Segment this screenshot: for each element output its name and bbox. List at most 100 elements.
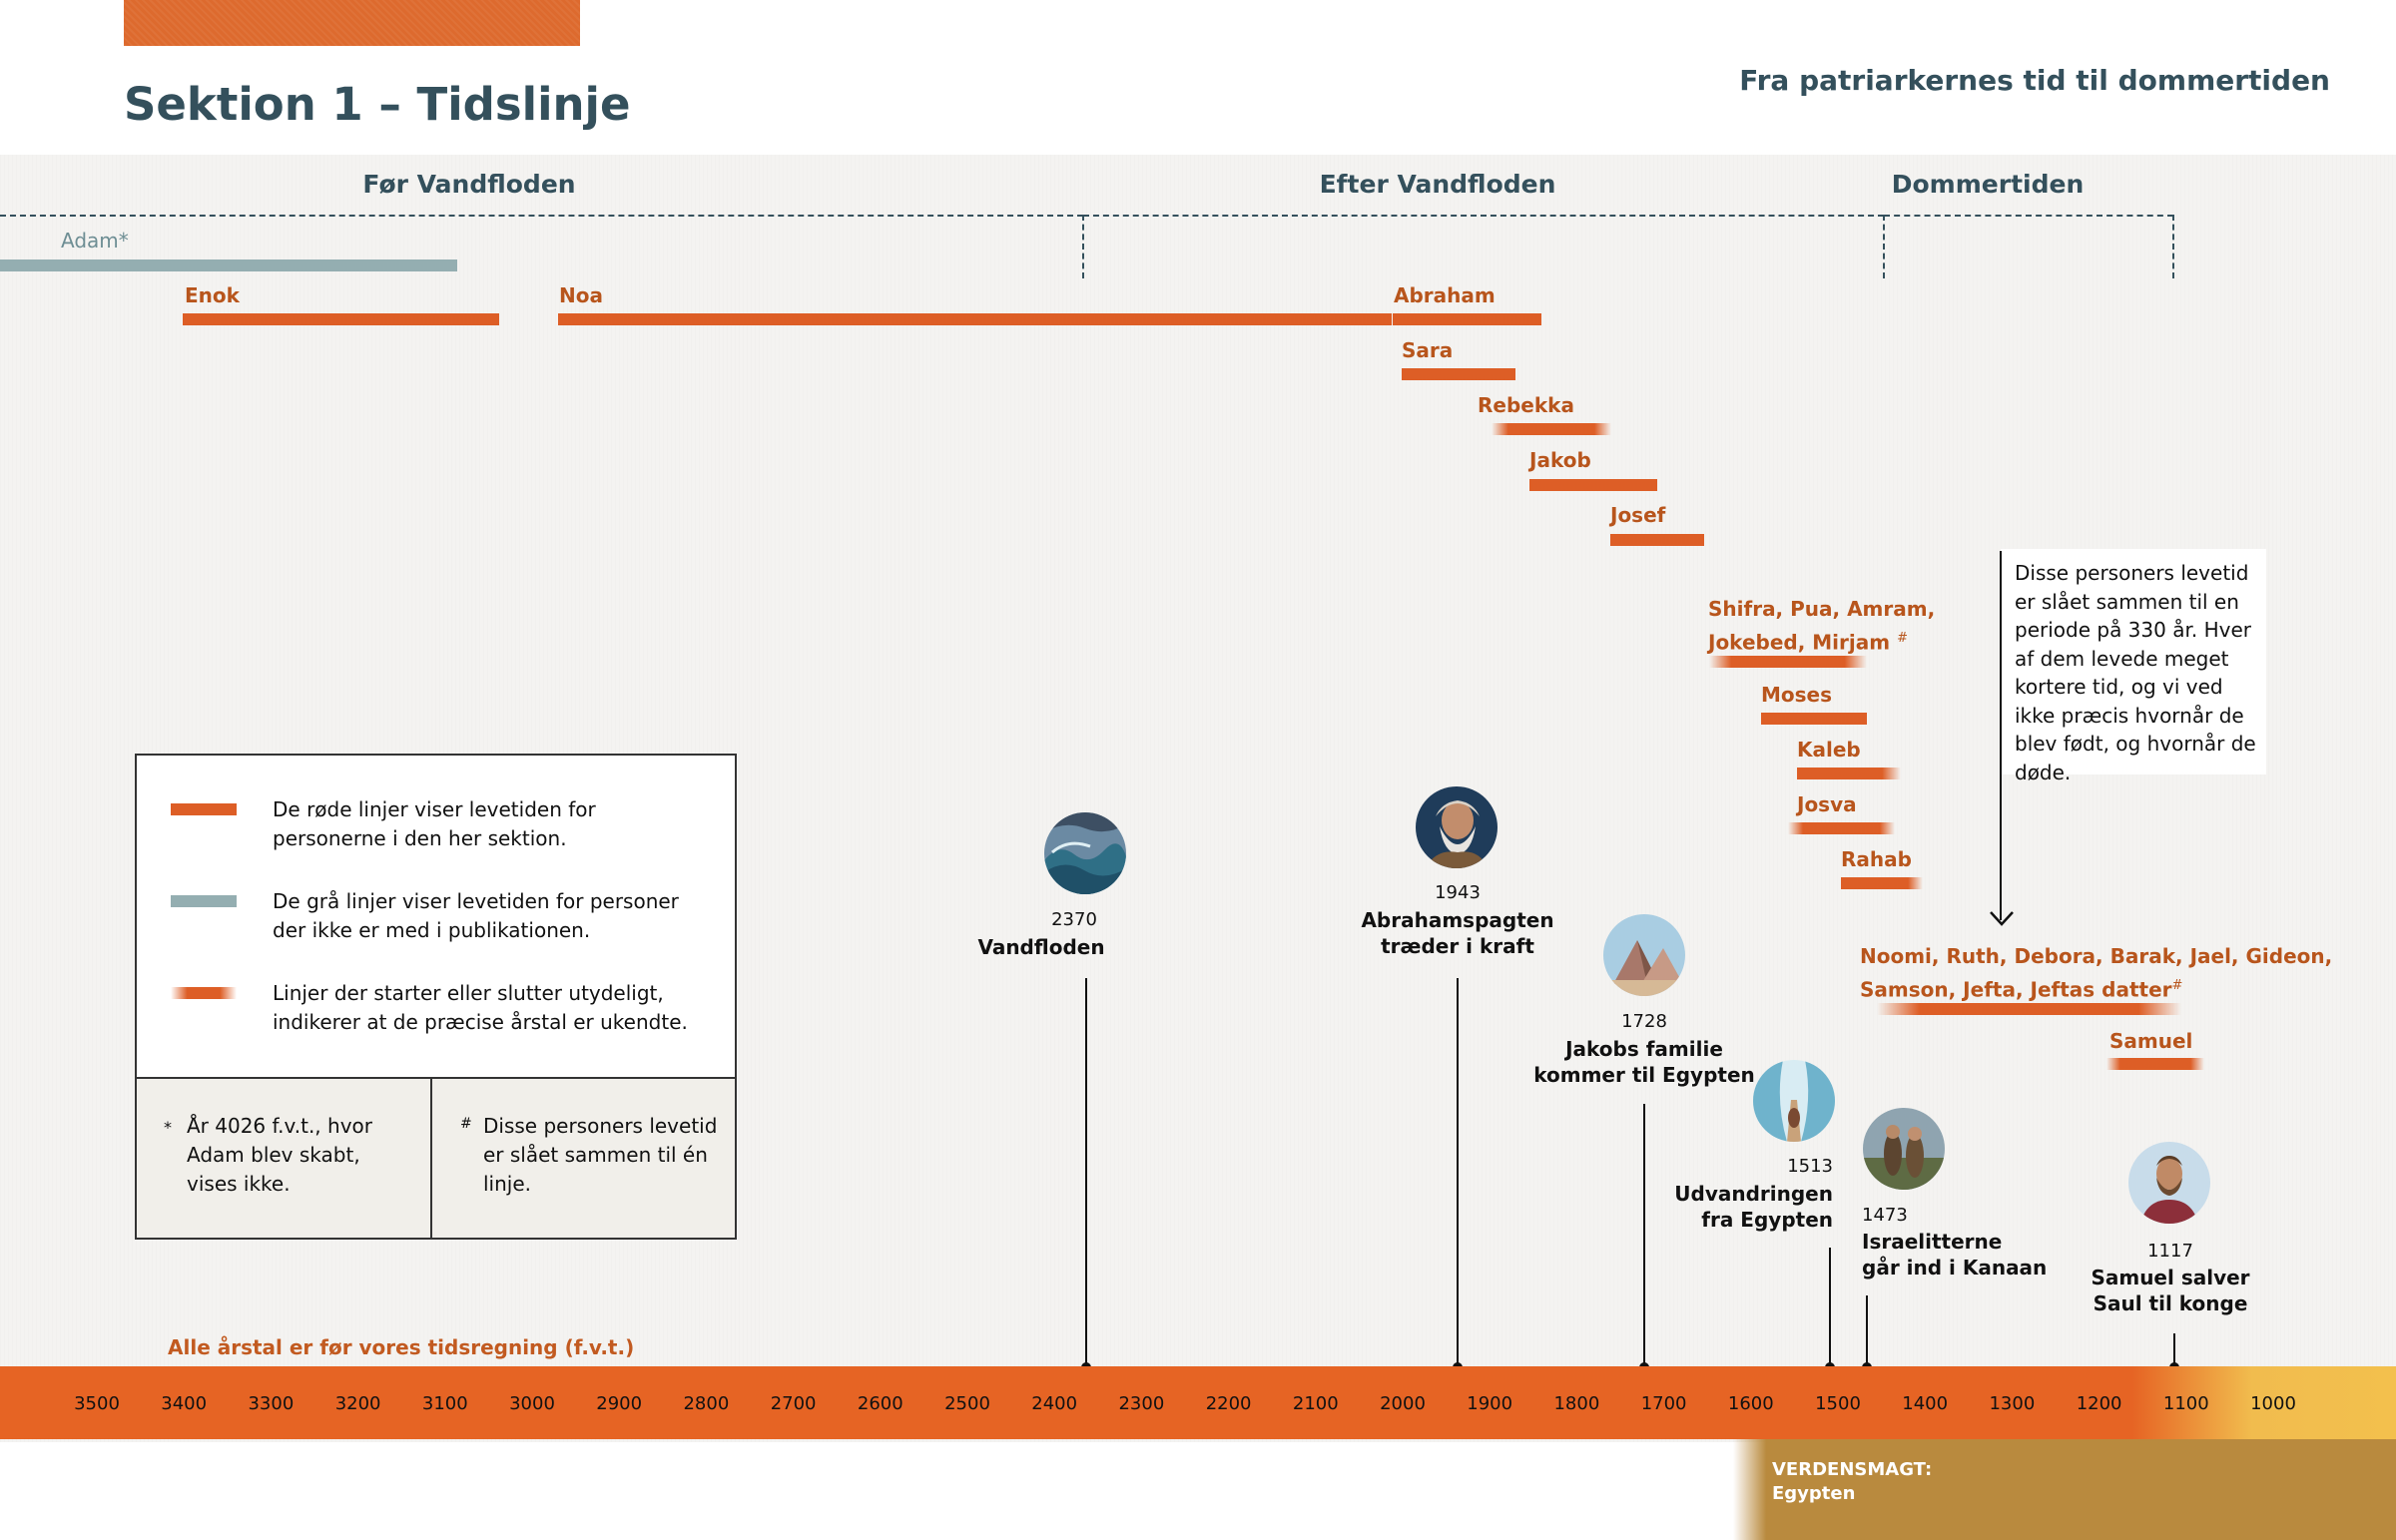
note-mark-hash: #: [460, 1116, 472, 1132]
event-label-enter-canaan-1: Israelitterne: [1862, 1230, 2003, 1254]
note-text-adam: År 4026 f.v.t., hvor Adam blev skabt, vi…: [187, 1114, 372, 1196]
event-line-flood: [1085, 978, 1087, 1367]
axis-tick-label: 3100: [421, 1393, 468, 1414]
note-text-combined: Disse personers levetid er slået sammen …: [483, 1114, 718, 1196]
legend-swatch-red: [171, 803, 237, 815]
axis-tick-label: 2200: [1205, 1393, 1252, 1414]
person-label-noa: Noa: [559, 283, 603, 307]
axis-tick-label: 2000: [1380, 1393, 1426, 1414]
event-label-jacob-to-egypt-1: Jakobs familie: [1565, 1037, 1723, 1061]
axis-tick-label: 3200: [334, 1393, 381, 1414]
axis-tick-label: 3400: [161, 1393, 208, 1414]
spies-icon: [1863, 1108, 1945, 1190]
event-label-saul-anointed-2: Saul til konge: [2093, 1291, 2248, 1315]
axis-tick-label: 2800: [683, 1393, 730, 1414]
event-label-flood: Vandfloden: [977, 935, 1105, 959]
combined-lifespan-mark: #: [2171, 978, 2183, 993]
legend-notes-panel: [135, 1077, 737, 1240]
axis-tick-label: 1800: [1553, 1393, 1600, 1414]
world-power-band: [1733, 1439, 2396, 1540]
lifespan-bar-judges-group: [1877, 1003, 2181, 1015]
axis-tick-label: 2400: [1031, 1393, 1078, 1414]
axis-tick-label: 2700: [770, 1393, 817, 1414]
axis-tick-label: 1900: [1467, 1393, 1513, 1414]
legend-swatch-fade: [171, 987, 237, 999]
bce-note: Alle årstal er før vores tidsregning (f.…: [168, 1335, 635, 1359]
person-label-shifra-group-1: Shifra, Pua, Amram,: [1708, 597, 1936, 621]
era-bracket-before-flood: [0, 215, 1083, 217]
event-line-jacob-to-egypt: [1643, 1104, 1645, 1367]
person-label-rahab: Rahab: [1841, 847, 1912, 871]
event-label-abrahamic-covenant-1: Abrahamspagten: [1361, 908, 1554, 932]
event-year-flood: 2370: [1051, 909, 1097, 930]
person-label-moses: Moses: [1761, 683, 1833, 707]
event-line-exodus: [1829, 1248, 1831, 1367]
event-label-enter-canaan-2: går ind i Kanaan: [1862, 1256, 2048, 1280]
era-divider: [1082, 215, 1084, 278]
event-year-saul-anointed: 1117: [2147, 1241, 2193, 1262]
axis-tick-label: 1100: [2162, 1393, 2209, 1414]
event-year-abrahamic-covenant: 1943: [1435, 882, 1481, 903]
person-label-abraham: Abraham: [1394, 283, 1496, 307]
person-label-rebekka: Rebekka: [1478, 393, 1574, 417]
person-label-josef: Josef: [1610, 503, 1666, 527]
page-subtitle: Fra patriarkernes tid til dommertiden: [1739, 64, 2330, 97]
callout-arrow-line: [2000, 551, 2002, 920]
era-label-before-flood: Før Vandfloden: [362, 170, 576, 199]
axis-tick-label: 1300: [1989, 1393, 2036, 1414]
person-label-enok: Enok: [185, 283, 240, 307]
event-line-enter-canaan: [1866, 1295, 1868, 1367]
lifespan-bar-noa: [558, 313, 1392, 325]
callout-box: [2001, 549, 2266, 774]
legend-text-fade: Linjer der starter eller slutter utydeli…: [273, 981, 688, 1034]
person-label-adam: Adam*: [61, 229, 129, 253]
person-label-judges-group-2: Samson, Jefta, Jeftas datter#: [1860, 977, 2183, 1002]
person-label-judges-group-1: Noomi, Ruth, Debora, Barak, Jael, Gideon…: [1860, 944, 2333, 968]
lifespan-bar-abraham: [1393, 313, 1541, 325]
event-label-jacob-to-egypt-2: kommer til Egypten: [1533, 1063, 1755, 1087]
lifespan-bar-adam: [0, 259, 457, 271]
era-bracket-after-flood: [1083, 215, 1884, 217]
lifespan-bar-samuel: [2106, 1058, 2204, 1070]
era-bracket-judges: [1884, 215, 2173, 217]
axis-tick-label: 3000: [509, 1393, 555, 1414]
axis-tick-label: 2900: [596, 1393, 643, 1414]
axis-tick-label: 3300: [248, 1393, 295, 1414]
person-label-kaleb: Kaleb: [1797, 738, 1861, 762]
lifespan-bar-enok: [183, 313, 499, 325]
page-title: Sektion 1 – Tidslinje: [124, 78, 631, 131]
era-divider: [1883, 215, 1885, 278]
axis-tick-label: 2500: [944, 1393, 990, 1414]
person-label-samuel: Samuel: [2109, 1029, 2193, 1053]
axis-tick-label: 1400: [1902, 1393, 1949, 1414]
arrow-down-icon: [1990, 911, 2014, 926]
axis-tick-label: 1200: [2076, 1393, 2122, 1414]
timeline-axis: [0, 1366, 2396, 1439]
event-year-jacob-to-egypt: 1728: [1621, 1011, 1667, 1032]
event-year-enter-canaan: 1473: [1862, 1205, 1908, 1226]
axis-tick-label: 1700: [1640, 1393, 1687, 1414]
saul-portrait-icon: [2128, 1142, 2210, 1224]
era-label-judges: Dommertiden: [1891, 170, 2085, 199]
axis-tick-label: 1600: [1727, 1393, 1774, 1414]
lifespan-bar-josef: [1610, 534, 1704, 546]
event-year-exodus: 1513: [1787, 1156, 1833, 1177]
legend-text-red: De røde linjer viser levetiden for perso…: [273, 797, 596, 850]
axis-tick-label: 2600: [857, 1393, 903, 1414]
callout-text: Disse personers levetid er slået sammen …: [2015, 561, 2256, 784]
event-label-saul-anointed-1: Samuel salver: [2091, 1266, 2250, 1289]
event-label-exodus-2: fra Egypten: [1701, 1208, 1833, 1232]
world-power-name: Egypten: [1772, 1483, 1856, 1504]
axis-tick-label: 1500: [1815, 1393, 1861, 1414]
person-label-josva: Josva: [1797, 792, 1857, 816]
axis-tick-label: 1000: [2250, 1393, 2296, 1414]
pyramids-icon: [1603, 914, 1685, 996]
abraham-portrait-icon: [1416, 786, 1498, 868]
event-line-abrahamic-covenant: [1457, 978, 1459, 1367]
lifespan-bar-josva: [1788, 822, 1895, 834]
legend-notes-divider: [430, 1077, 432, 1240]
legend-text-gray: De grå linjer viser levetiden for person…: [273, 889, 679, 942]
lifespan-bar-kaleb: [1797, 768, 1901, 779]
event-label-exodus-1: Udvandringen: [1674, 1182, 1833, 1206]
person-label-shifra-group-2: Jokebed, Mirjam #: [1708, 630, 1908, 655]
